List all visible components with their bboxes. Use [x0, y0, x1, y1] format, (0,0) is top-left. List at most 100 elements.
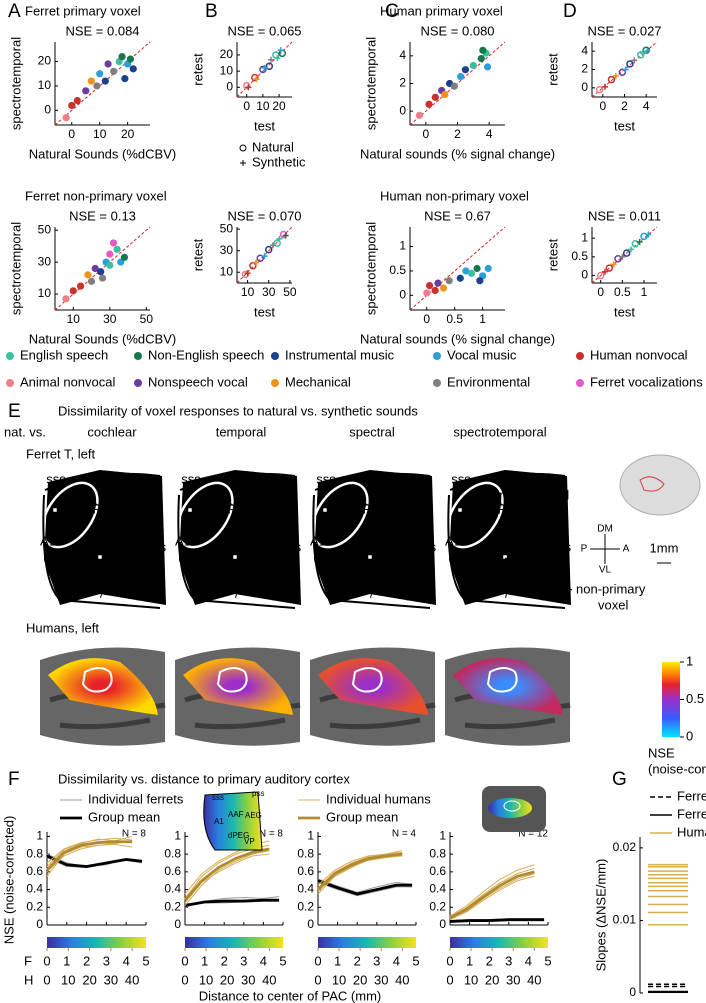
y-tick-label: 1: [307, 829, 314, 843]
map-voxel: [374, 500, 383, 511]
map-voxel: [179, 550, 184, 561]
map-voxel: [334, 490, 343, 501]
map-voxel: [263, 470, 272, 481]
map-voxel: [56, 560, 65, 571]
data-point: [457, 72, 465, 81]
y-tick-label: 0.2: [164, 899, 181, 913]
map-voxel: [160, 500, 166, 511]
map-voxel: [541, 470, 550, 481]
map-voxel: [104, 490, 113, 501]
map-voxel: [96, 570, 105, 581]
callout: [462, 497, 499, 509]
column-header: spectral: [349, 424, 395, 439]
map-voxel: [493, 570, 502, 581]
map-voxel: [549, 540, 558, 551]
map-voxel: [152, 560, 161, 571]
map-voxel: [350, 580, 359, 591]
y-tick-label: 20: [220, 47, 234, 61]
map-voxel: [239, 560, 248, 571]
data-point: [415, 111, 424, 119]
map-voxel: [326, 580, 335, 591]
map-voxel: [48, 500, 57, 511]
inset-human-map: [488, 798, 532, 818]
map-voxel: [485, 530, 494, 541]
human-map: [453, 658, 563, 715]
map-voxel: [56, 600, 65, 605]
map-voxel: [549, 600, 558, 605]
map-voxel: [406, 530, 415, 541]
outer-border: [312, 494, 431, 609]
outer-border: [177, 494, 296, 609]
map-voxel: [271, 580, 280, 591]
map-voxel: [469, 590, 478, 601]
map-voxel: [525, 580, 534, 591]
map-voxel: [231, 510, 240, 521]
map-voxel: [231, 590, 240, 601]
synthetic-point: [274, 55, 281, 62]
map-voxel: [199, 580, 208, 591]
data-point: [473, 264, 481, 273]
map-voxel: [128, 530, 137, 541]
map-voxel: [80, 480, 89, 491]
category-label: Animal nonvocal: [20, 374, 115, 389]
map-voxel: [557, 600, 566, 605]
map-voxel: [485, 540, 494, 551]
map-voxel: [557, 590, 566, 601]
map-voxel: [449, 600, 454, 605]
map-voxel: [449, 530, 454, 541]
map-voxel: [80, 520, 89, 531]
x-tick-label: 1: [201, 953, 208, 968]
map-voxel: [120, 500, 129, 511]
map-voxel: [96, 530, 105, 541]
map-voxel: [314, 580, 319, 591]
panel-letter: G: [612, 769, 627, 790]
map-voxel: [350, 480, 359, 491]
x-tick-label: 0: [243, 99, 250, 113]
map-voxel: [390, 590, 399, 601]
map-voxel: [128, 480, 137, 491]
map-voxel: [255, 470, 264, 481]
map-voxel: [128, 580, 137, 591]
map-voxel: [56, 580, 65, 591]
map-voxel: [430, 550, 436, 561]
map-voxel: [136, 580, 145, 591]
data-point: [98, 274, 107, 282]
map-voxel: [342, 580, 351, 591]
map-voxel: [136, 500, 145, 511]
region-label: dPEG: [206, 563, 241, 578]
map-voxel: [136, 490, 145, 501]
x-tick-label: 0: [422, 127, 429, 141]
map-voxel: [414, 500, 423, 511]
map-voxel: [557, 570, 566, 581]
region-label: pss: [281, 539, 302, 554]
x-tick-label: 30: [103, 312, 117, 326]
group-mean-line: [449, 918, 545, 923]
map-voxel: [128, 470, 137, 481]
legend-label: Individual ferrets: [88, 791, 184, 806]
data-point: [431, 93, 439, 101]
map-voxel: [390, 490, 399, 501]
map-voxel: [549, 550, 558, 561]
data-point: [106, 261, 114, 269]
region-label: pss: [416, 539, 437, 554]
map-voxel: [271, 530, 280, 541]
x2-tick-label: 30: [104, 972, 118, 987]
map-voxel: [557, 530, 566, 541]
map-voxel: [287, 580, 296, 591]
human-map: [48, 658, 158, 715]
map-voxel: [314, 530, 319, 541]
map-voxel: [179, 600, 184, 605]
x-tick-label: 2: [621, 99, 628, 113]
map-voxel: [255, 540, 264, 551]
map-voxel: [374, 540, 383, 551]
map-voxel: [326, 570, 335, 581]
map-voxel: [422, 560, 431, 571]
map-voxel: [80, 470, 89, 481]
map-voxel: [207, 480, 216, 491]
category-label: English speech: [20, 347, 108, 362]
natural-point: [259, 65, 267, 74]
field-border: [359, 499, 416, 601]
map-voxel: [430, 540, 436, 551]
x-tick-label: 4: [525, 953, 532, 968]
map-voxel: [382, 550, 391, 561]
